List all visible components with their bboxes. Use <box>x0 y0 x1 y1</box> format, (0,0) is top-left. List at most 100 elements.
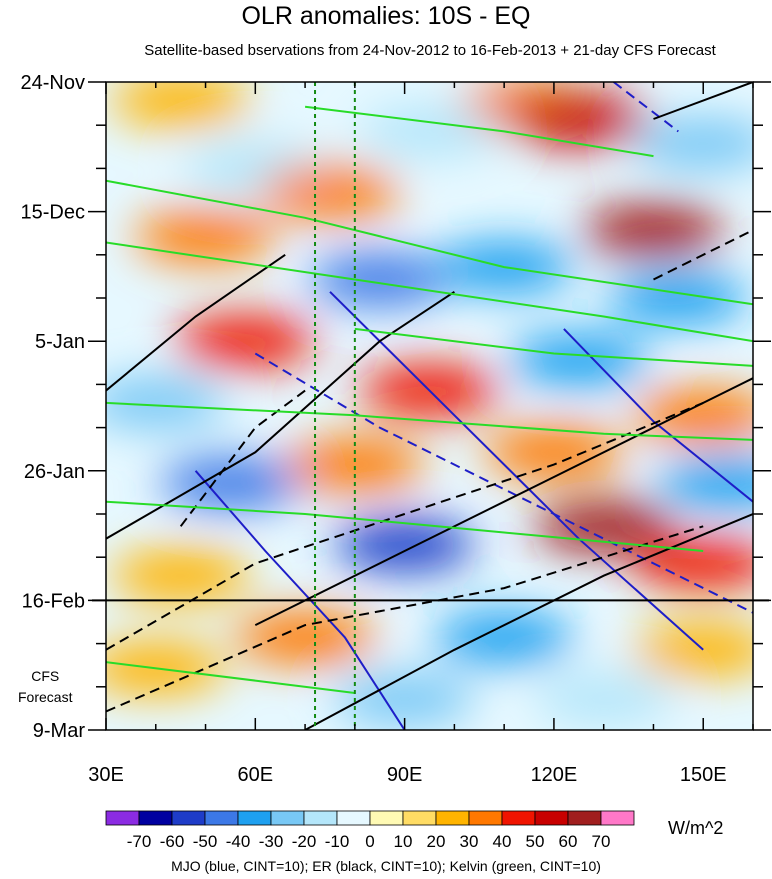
anomaly-blob <box>284 438 425 491</box>
anomaly-blob <box>508 93 649 146</box>
er-contour <box>653 82 753 120</box>
colorbar: -70 -60 -50 -40 -30 -20 -10 0 10 20 30 40 50 60 70 <box>105 810 635 851</box>
x-tick-label: 150E <box>680 764 727 786</box>
y-tick-label: 16-Feb <box>22 590 85 612</box>
y-tick-label: 5-Jan <box>35 331 85 353</box>
mjo-contour <box>563 328 753 503</box>
kelvin-contour <box>354 327 753 367</box>
colorbar-swatch <box>435 810 470 826</box>
anomaly-blob <box>533 673 674 726</box>
anomaly-blob <box>508 333 649 386</box>
anomaly-blob <box>135 210 276 263</box>
x-tick-label: 30E <box>88 764 124 786</box>
colorbar-swatch <box>336 810 371 826</box>
anomaly-blob <box>434 611 575 664</box>
anomaly-blob <box>106 642 226 695</box>
colorbar-label: 30 <box>460 832 479 851</box>
chart-subtitle: Satellite-based bservations from 24-Nov-… <box>144 42 716 59</box>
x-tick-label: 60E <box>238 764 274 786</box>
anomaly-blob <box>583 204 724 257</box>
plot-frame <box>105 81 754 731</box>
er-contour <box>254 377 753 626</box>
wave-contours <box>106 82 753 730</box>
er-contour <box>106 253 286 392</box>
colorbar-swatch <box>600 810 635 826</box>
colorbar-label: -60 <box>160 832 185 851</box>
mjo-contour <box>612 82 679 133</box>
anomaly-blob <box>359 105 500 158</box>
y-tick-label: 9-Mar <box>33 720 86 742</box>
er-contour <box>106 401 704 651</box>
anomaly-blob <box>633 117 753 170</box>
colorbar-swatch <box>237 810 272 826</box>
colorbar-label: -40 <box>226 832 251 851</box>
anomaly-blob <box>235 611 376 664</box>
kelvin-contour <box>106 661 355 694</box>
anomaly-blob <box>633 389 753 442</box>
colorbar-label: 50 <box>526 832 545 851</box>
colorbar-swatch <box>567 810 602 826</box>
colorbar-swatch <box>402 810 437 826</box>
colorbar-units: W/m^2 <box>668 818 724 838</box>
colorbar-label: 0 <box>365 832 374 851</box>
colorbar-label: 40 <box>493 832 512 851</box>
er-contour <box>106 290 455 540</box>
x-axis: 30E 60E 90E 120E 150E <box>88 82 754 786</box>
kelvin-contour <box>106 401 753 441</box>
colorbar-swatch <box>303 810 338 826</box>
er-contour <box>653 229 753 281</box>
colorbar-label: -20 <box>292 832 317 851</box>
anomaly-blob <box>110 82 251 127</box>
colorbar-swatch <box>171 810 206 826</box>
anomaly-blob <box>533 500 674 553</box>
anomaly-blob <box>334 518 475 571</box>
y-tick-label: 24-Nov <box>21 72 85 94</box>
colorbar-swatch <box>105 810 140 826</box>
colorbar-swatch <box>204 810 239 826</box>
colorbar-swatch <box>138 810 173 826</box>
colorbar-label: 70 <box>592 832 611 851</box>
colorbar-label: -70 <box>127 832 152 851</box>
colorbar-label: -30 <box>259 832 284 851</box>
anomaly-blob <box>110 549 251 602</box>
anomaly-blob <box>334 673 475 726</box>
kelvin-contour <box>106 179 753 306</box>
colorbar-label: 10 <box>394 832 413 851</box>
forecast-label-line-1: CFS <box>31 668 60 684</box>
anomaly-blob <box>309 253 450 306</box>
anomaly-blob <box>483 426 624 479</box>
kelvin-contour <box>106 500 704 552</box>
y-tick-label: 15-Dec <box>21 202 85 224</box>
colorbar-label: -10 <box>325 832 350 851</box>
anomaly-blob <box>658 457 753 510</box>
anomaly-blob <box>633 623 753 676</box>
anomaly-blob <box>106 376 226 429</box>
colorbar-swatch <box>270 810 305 826</box>
colorbar-swatch <box>534 810 569 826</box>
mjo-contour <box>254 352 753 614</box>
x-tick-label: 90E <box>387 764 423 786</box>
anomaly-blob <box>160 457 301 510</box>
kelvin-contour <box>304 105 654 158</box>
mjo-contour <box>194 470 406 730</box>
colorbar-label: -50 <box>193 832 218 851</box>
anomaly-blob <box>608 272 749 324</box>
colorbar-label: 20 <box>427 832 446 851</box>
er-contour <box>304 513 753 730</box>
kelvin-contour <box>106 241 753 343</box>
y-axis: 24-Nov 15-Dec 5-Jan 26-Jan 16-Feb 9-Mar <box>21 72 771 742</box>
mjo-contour <box>329 291 704 651</box>
forecast-label-line-2: Forecast <box>18 689 73 705</box>
y-tick-label: 26-Jan <box>24 461 85 483</box>
contour-legend: MJO (blue, CINT=10); ER (black, CINT=10)… <box>171 858 601 874</box>
anomaly-blob <box>259 167 400 220</box>
colorbar-swatch <box>369 810 404 826</box>
x-tick-label: 120E <box>531 764 578 786</box>
colorbar-swatch <box>501 810 536 826</box>
colorbar-label: 60 <box>559 832 578 851</box>
chart-title: OLR anomalies: 10S - EQ <box>241 2 531 30</box>
colorbar-swatch <box>468 810 503 826</box>
reference-longitude-lines <box>314 82 356 730</box>
forecast-label: CFS Forecast <box>18 666 72 708</box>
